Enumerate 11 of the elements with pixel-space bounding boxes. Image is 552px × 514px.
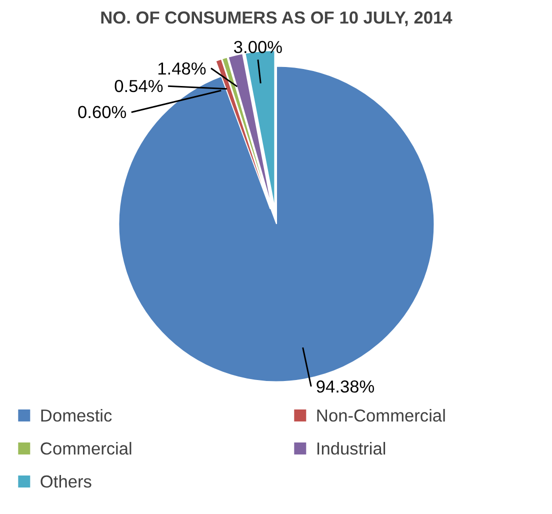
legend-label: Domestic xyxy=(40,405,112,426)
data-label: 94.38% xyxy=(316,376,375,396)
legend-label: Others xyxy=(40,471,92,492)
legend-label: Industrial xyxy=(316,438,386,458)
data-label: 0.54% xyxy=(114,76,164,96)
data-label: 1.48% xyxy=(157,58,206,78)
data-label: 0.60% xyxy=(78,102,127,122)
data-label: 3.00% xyxy=(233,37,283,57)
chart-title: NO. OF CONSUMERS AS OF 10 JULY, 2014 xyxy=(100,8,453,28)
legend-label: Commercial xyxy=(40,438,132,458)
legend-label: Non-Commercial xyxy=(316,405,446,426)
